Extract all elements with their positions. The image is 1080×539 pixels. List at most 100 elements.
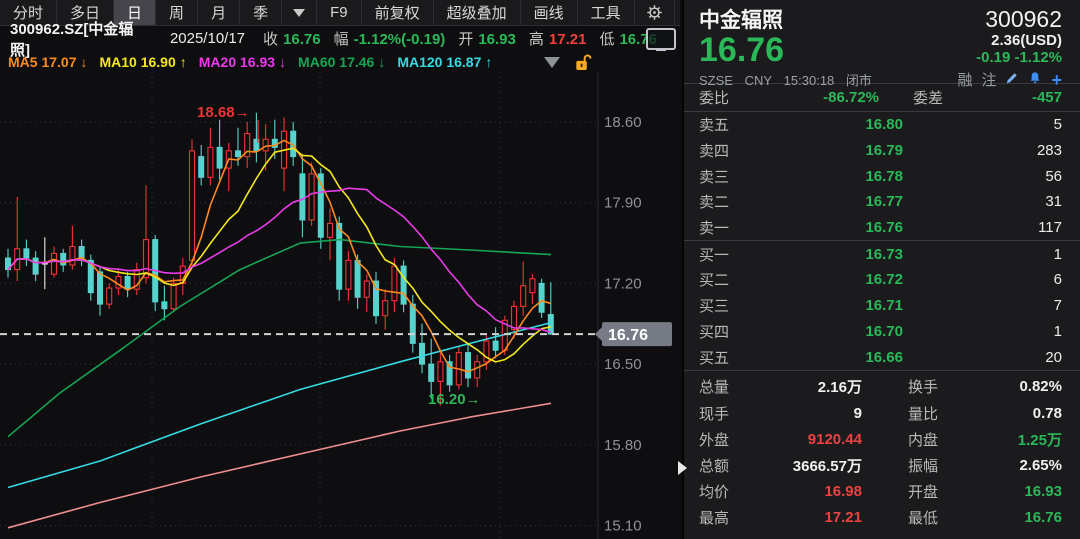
tab-yue[interactable]: 月 <box>198 0 241 25</box>
order-book-row[interactable]: 买四 16.70 1 <box>699 322 1062 341</box>
ma-line-ma5 <box>7 139 552 373</box>
quote-time: 15:30:18 <box>783 73 835 88</box>
field-幅: 幅 -1.12%(-0.19) <box>333 31 446 48</box>
candle-body <box>492 340 499 351</box>
price-tag-bg <box>602 322 672 347</box>
candle-body <box>326 222 334 238</box>
candlestick-chart[interactable]: 18.60 17.90 17.20 16.50 15.80 15.10 16.76 18.68… <box>0 72 680 539</box>
tab-gongju[interactable]: 工具 <box>578 0 635 25</box>
lock-icon[interactable] <box>574 53 592 72</box>
panel-collapse-arrow-icon[interactable] <box>678 461 687 475</box>
candle-body <box>373 280 379 317</box>
candle-body <box>409 303 416 344</box>
candle-body <box>207 146 214 178</box>
order-book-row[interactable]: 买二 16.72 6 <box>699 271 1062 290</box>
candle-body <box>235 150 241 158</box>
candle-body <box>520 285 527 308</box>
field-开: 开 16.93 <box>458 31 516 48</box>
header-icons: 融 注 + <box>957 69 1062 90</box>
ma-line-ma250 <box>7 402 552 529</box>
candle-body <box>198 156 205 178</box>
candle-body <box>253 138 260 152</box>
candle-body <box>299 173 306 221</box>
order-book-row[interactable]: 买三 16.71 7 <box>699 297 1062 316</box>
candle-body <box>483 340 490 363</box>
candle-body <box>363 280 370 298</box>
margin-tag: 融 <box>957 72 973 89</box>
weicha-label: 委差 <box>912 90 943 107</box>
edit-icon[interactable] <box>1005 71 1019 89</box>
tab-ji[interactable]: 季 <box>240 0 283 25</box>
ma-readout-ma5: MA5 17.07 ↓ <box>8 54 88 70</box>
candle-body <box>529 278 536 294</box>
candle-body <box>547 314 554 335</box>
order-book-row[interactable]: 买五 16.66 20 <box>699 348 1062 367</box>
tab-chaojidiejia[interactable]: 超级叠加 <box>434 0 521 25</box>
market-meta: SZSE CNY 15:30:18 闭市 <box>699 70 880 89</box>
chart-annotation: 16.20→ <box>428 391 481 408</box>
order-book-row[interactable]: 卖五 16.80 5 <box>699 116 1062 135</box>
tab-f9[interactable]: F9 <box>317 0 362 25</box>
tab-huaxian[interactable]: 画线 <box>521 0 578 25</box>
stats-row: 外盘 9120.44 内盘 1.25万 <box>699 430 1062 449</box>
trend-arrow-icon: ↑ <box>179 54 187 70</box>
price-change: -0.19 -1.12% <box>976 49 1062 66</box>
candle-body <box>391 265 398 302</box>
alert-bell-icon[interactable] <box>1028 71 1042 89</box>
y-axis-tick: 17.90 <box>604 195 642 212</box>
tab-fenshi[interactable]: 分时 <box>0 0 58 25</box>
trend-arrow-icon: ↑ <box>485 54 493 70</box>
add-icon[interactable]: + <box>1051 69 1062 90</box>
candle-body <box>400 265 407 305</box>
dropdown-icon[interactable] <box>282 0 318 25</box>
order-book-row[interactable]: 卖四 16.79 283 <box>699 142 1062 161</box>
ma-line-ma120 <box>7 321 552 489</box>
candle-body <box>244 132 251 158</box>
tab-ri[interactable]: 日 <box>114 0 157 25</box>
candle-body <box>69 245 76 266</box>
candle-body <box>161 301 168 310</box>
candle-body <box>32 257 39 275</box>
ma-line-ma20 <box>7 187 552 333</box>
candle-body <box>170 282 177 310</box>
candle-body <box>354 259 361 298</box>
order-book: 卖五 16.80 5 卖四 16.79 283 卖三 16.78 56 卖二 16.77 31 卖一 16… <box>684 112 1080 371</box>
candle-body <box>446 361 453 386</box>
stats-row: 最高 17.21 最低 16.76 <box>699 509 1062 528</box>
y-axis-tick: 15.80 <box>604 437 642 454</box>
tab-duori[interactable]: 多日 <box>57 0 115 25</box>
screen-capture-widget-icon[interactable] <box>646 28 676 51</box>
candle-body <box>336 222 343 290</box>
tab-qianfuquan[interactable]: 前复权 <box>362 0 434 25</box>
candle-body <box>345 259 352 290</box>
y-axis-tick: 18.60 <box>604 114 642 131</box>
ma-line-ma60 <box>7 238 552 438</box>
order-book-row[interactable]: 卖三 16.78 56 <box>699 167 1062 186</box>
field-高: 高 17.21 <box>528 31 587 48</box>
candle-body <box>465 352 471 379</box>
ma-readout-ma20: MA20 16.93 ↓ <box>198 54 287 70</box>
field-收: 收 16.76 <box>263 31 321 48</box>
quote-panel: 中金辐照 300962 16.76 2.36(USD) -0.19 -1.12%… <box>682 0 1080 539</box>
ma-readout-ma10: MA10 16.90 ↑ <box>99 54 187 70</box>
candle-body <box>538 282 545 313</box>
candle-body <box>142 239 150 279</box>
chart-annotation: 18.68→ <box>197 104 250 121</box>
order-book-row[interactable]: 卖二 16.77 31 <box>699 193 1062 212</box>
y-axis-tick: 17.20 <box>604 275 642 292</box>
candle-body <box>510 305 518 331</box>
gear-icon[interactable] <box>635 0 675 25</box>
tab-zhou[interactable]: 周 <box>156 0 199 25</box>
ma-dropdown-icon[interactable] <box>544 56 560 68</box>
weicha-value: -457 <box>1031 89 1062 106</box>
order-book-row[interactable]: 买一 16.73 1 <box>699 245 1062 264</box>
exchange-label: SZSE <box>699 73 733 88</box>
trend-arrow-icon: ↓ <box>378 54 386 70</box>
currency-label: CNY <box>744 73 773 88</box>
order-book-row[interactable]: 卖一 16.76 117 <box>699 219 1062 238</box>
candle-body <box>419 342 425 365</box>
stock-code: 300962 <box>985 6 1062 32</box>
